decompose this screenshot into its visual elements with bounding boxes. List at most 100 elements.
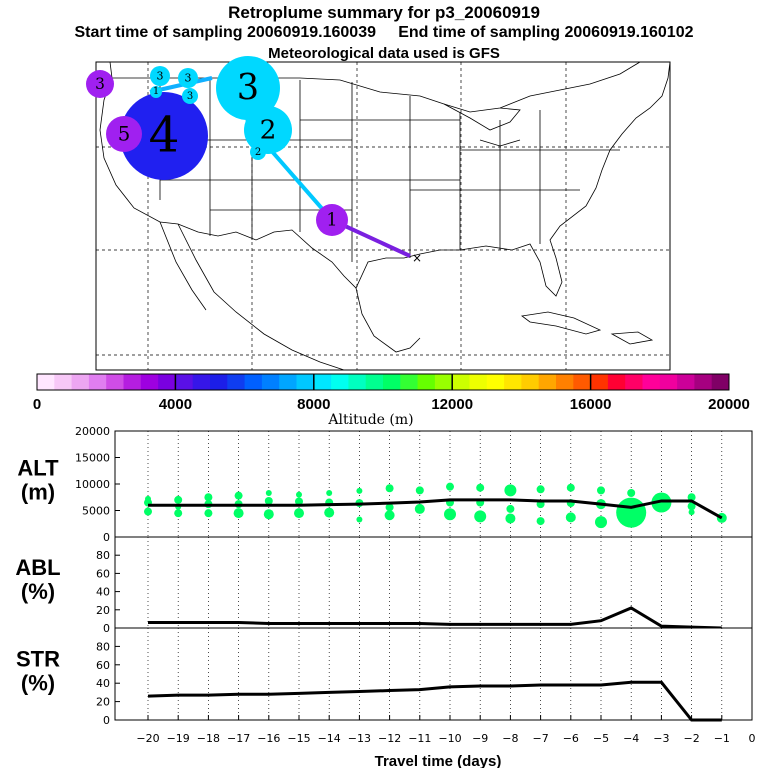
y-tick-label: 80	[96, 640, 110, 653]
cuba-outline	[520, 311, 602, 335]
plume-marker-label: 1	[326, 211, 337, 231]
plume-marker-circle	[216, 56, 280, 120]
colorbar-tick-label: 0	[33, 396, 41, 413]
mexico-gulf-coast	[355, 287, 421, 353]
colorbar-swatch	[452, 374, 470, 390]
scatter-point	[324, 507, 335, 518]
colorbar-swatch	[296, 374, 315, 390]
colorbar-swatch	[54, 374, 73, 390]
plume-marker: 3	[178, 68, 198, 88]
y-tick-label: 0	[103, 622, 110, 635]
scatter-point	[145, 495, 151, 502]
scatter-point	[204, 509, 213, 518]
plume-marker-label: 3	[95, 75, 105, 93]
colorbar-swatch	[556, 374, 574, 390]
plume-marker: 5	[106, 116, 142, 152]
scatter-point	[415, 486, 424, 495]
colorbar-swatch	[210, 374, 228, 390]
colorbar-swatch	[123, 374, 142, 390]
colorbar-swatch	[659, 374, 678, 390]
scatter-point	[566, 483, 575, 492]
plume-marker-label: 3	[185, 72, 192, 85]
colorbar-swatch	[227, 374, 246, 390]
colorbar-swatch	[642, 374, 661, 390]
colorbar-swatch	[400, 374, 419, 390]
release-site-marker: ×	[412, 251, 422, 265]
plume-marker: 4	[120, 92, 208, 180]
scatter-point	[384, 510, 395, 521]
plume-marker: 1	[316, 204, 348, 236]
colorbar-swatch	[71, 374, 90, 390]
colorbar-swatch	[158, 374, 176, 390]
y-tick-label: 80	[96, 549, 110, 562]
colorbar-swatch	[434, 374, 453, 390]
colorbar-swatch	[677, 374, 695, 390]
plume-marker: 1	[150, 86, 162, 98]
sampling-times: Start time of sampling 20060919.160039 E…	[0, 24, 768, 42]
y-tick-label: 20	[96, 696, 110, 709]
y-tick-label: 40	[96, 677, 110, 690]
colorbar-swatch	[383, 374, 401, 390]
colorbar-swatch	[486, 374, 505, 390]
colorbar-swatch	[590, 374, 609, 390]
scatter-point	[476, 483, 485, 492]
scatter-point	[174, 495, 183, 504]
plume-marker-label: 3	[187, 91, 193, 102]
colorbar-swatch	[625, 374, 643, 390]
colorbar-tick-label: 4000	[159, 396, 192, 413]
scatter-point	[687, 502, 696, 511]
colorbar-swatch	[348, 374, 367, 390]
y-tick-label: 15000	[75, 452, 110, 465]
colorbar: 0 4000 8000 12000 16000 20000	[33, 373, 750, 413]
plume-marker-circle	[150, 66, 170, 86]
x-tick-label: −8	[502, 732, 518, 745]
colorbar-swatch	[313, 374, 332, 390]
colorbar-swatch	[37, 374, 55, 390]
plume-marker-circle	[250, 144, 266, 160]
scatter-point	[263, 509, 274, 520]
scatter-point	[326, 490, 333, 497]
colorbar-swatch	[331, 374, 349, 390]
x-tick-label: −19	[167, 732, 190, 745]
x-tick-label: −14	[318, 732, 341, 745]
colorbar-swatch	[261, 374, 280, 390]
x-tick-label: −11	[408, 732, 431, 745]
scatter-point	[595, 516, 607, 529]
colorbar-swatch	[469, 374, 488, 390]
canada-border	[112, 61, 641, 113]
y-tick-label: 20000	[75, 425, 110, 438]
x-tick-label: −6	[563, 732, 579, 745]
x-tick-label: −16	[257, 732, 280, 745]
scatter-point	[265, 490, 272, 497]
mexico-outline	[177, 223, 345, 371]
colorbar-swatch	[244, 374, 263, 390]
colorbar-swatch	[88, 374, 107, 390]
scatter-point	[565, 512, 576, 523]
y-tick-label: 10000	[75, 478, 110, 491]
x-tick-label: −10	[438, 732, 461, 745]
colorbar-swatch	[279, 374, 297, 390]
end-time: End time of sampling 20060919.160102	[398, 24, 694, 41]
str-axis-label: STR	[16, 647, 60, 672]
colorbar-frame	[36, 373, 730, 391]
panel-frame	[114, 627, 753, 721]
x-tick-label: −12	[378, 732, 401, 745]
panel-frame	[114, 536, 753, 629]
plume-marker: 3	[86, 70, 114, 98]
met-data-label: Meteorological data used is GFS	[268, 45, 500, 62]
colorbar-tick-label: 20000	[708, 396, 750, 413]
colorbar-swatch	[521, 374, 540, 390]
scatter-point	[688, 509, 695, 516]
scatter-point	[687, 493, 696, 502]
plume-marker-label: 3	[157, 70, 164, 83]
x-tick-label: −18	[197, 732, 220, 745]
colorbar-tick-label: 16000	[570, 396, 612, 413]
colorbar-swatch	[504, 374, 522, 390]
scatter-point	[446, 482, 454, 491]
colorbar-swatch	[573, 374, 592, 390]
alt-axis-label: ALT	[17, 456, 59, 481]
x-tick-label: −9	[472, 732, 488, 745]
